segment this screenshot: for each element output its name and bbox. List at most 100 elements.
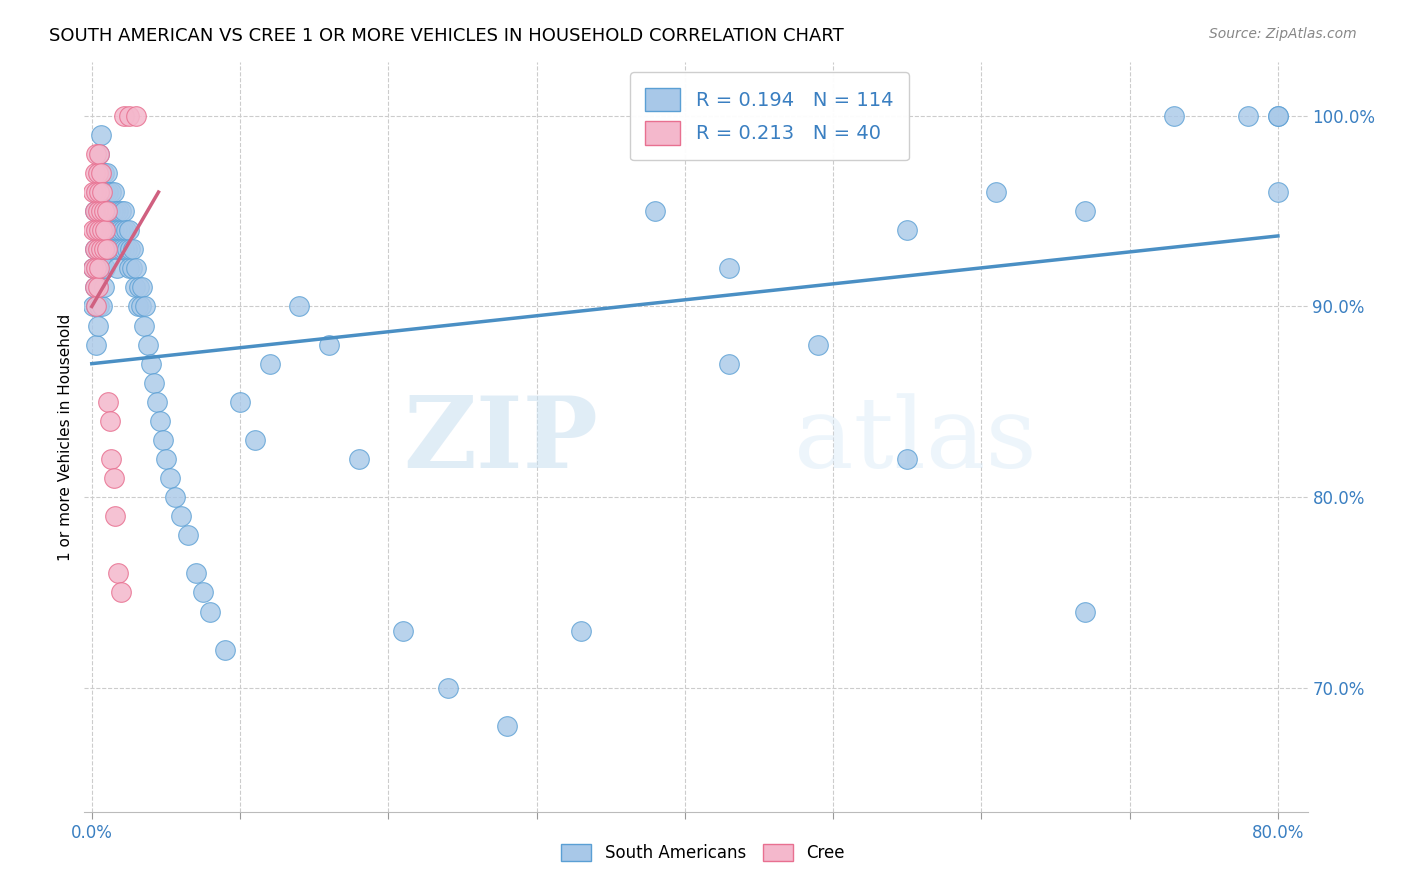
- Text: Source: ZipAtlas.com: Source: ZipAtlas.com: [1209, 27, 1357, 41]
- Point: [86, 204, 108, 219]
- Point: [94, 261, 117, 276]
- Point: [1074, 605, 1097, 619]
- Legend: South Americans, Cree: South Americans, Cree: [553, 836, 853, 871]
- Point: [82, 185, 104, 199]
- Point: [101, 204, 124, 219]
- Point: [104, 204, 127, 219]
- Point: [112, 109, 135, 123]
- Point: [110, 242, 132, 256]
- Point: [143, 376, 166, 390]
- Point: [89, 261, 111, 276]
- Point: [84, 147, 107, 161]
- Point: [90, 242, 112, 256]
- Point: [718, 357, 741, 371]
- Point: [1237, 109, 1260, 123]
- Point: [347, 452, 370, 467]
- Point: [84, 223, 107, 237]
- Point: [93, 166, 115, 180]
- Point: [84, 300, 107, 314]
- Point: [229, 394, 252, 409]
- Point: [103, 185, 125, 199]
- Point: [986, 185, 1008, 199]
- Point: [200, 605, 222, 619]
- Point: [93, 204, 115, 219]
- Point: [807, 337, 830, 351]
- Point: [96, 242, 118, 256]
- Point: [111, 223, 134, 237]
- Point: [112, 204, 135, 219]
- Legend: R = 0.194   N = 114, R = 0.213   N = 40: R = 0.194 N = 114, R = 0.213 N = 40: [630, 72, 908, 161]
- Point: [288, 300, 311, 314]
- Point: [93, 242, 115, 256]
- Point: [103, 471, 125, 485]
- Point: [91, 185, 114, 199]
- Point: [86, 280, 108, 294]
- Point: [97, 394, 120, 409]
- Point: [100, 452, 122, 467]
- Point: [90, 204, 112, 219]
- Point: [91, 223, 114, 237]
- Point: [91, 261, 114, 276]
- Point: [117, 242, 139, 256]
- Point: [91, 223, 114, 237]
- Point: [177, 528, 200, 542]
- Point: [121, 261, 143, 276]
- Point: [89, 261, 111, 276]
- Point: [184, 566, 207, 581]
- Point: [82, 300, 104, 314]
- Point: [127, 300, 149, 314]
- Point: [259, 357, 281, 371]
- Point: [134, 300, 156, 314]
- Point: [83, 242, 105, 256]
- Point: [120, 242, 142, 256]
- Point: [89, 147, 111, 161]
- Point: [90, 204, 112, 219]
- Point: [569, 624, 592, 638]
- Point: [1074, 204, 1097, 219]
- Text: atlas: atlas: [794, 393, 1036, 489]
- Point: [89, 147, 111, 161]
- Point: [191, 585, 214, 599]
- Point: [100, 223, 122, 237]
- Point: [496, 719, 519, 733]
- Point: [139, 357, 162, 371]
- Point: [86, 166, 108, 180]
- Point: [118, 261, 141, 276]
- Point: [84, 261, 107, 276]
- Point: [124, 280, 146, 294]
- Point: [89, 223, 111, 237]
- Point: [93, 242, 115, 256]
- Point: [136, 337, 159, 351]
- Point: [105, 223, 128, 237]
- Point: [83, 166, 105, 180]
- Point: [96, 204, 118, 219]
- Point: [90, 128, 112, 142]
- Point: [96, 242, 118, 256]
- Point: [84, 261, 107, 276]
- Point: [1267, 185, 1289, 199]
- Point: [110, 204, 132, 219]
- Point: [1163, 109, 1185, 123]
- Point: [97, 185, 120, 199]
- Point: [129, 300, 152, 314]
- Point: [91, 300, 114, 314]
- Point: [86, 242, 108, 256]
- Point: [90, 166, 112, 180]
- Point: [82, 223, 104, 237]
- Point: [318, 337, 340, 351]
- Point: [107, 242, 129, 256]
- Point: [90, 242, 112, 256]
- Point: [104, 509, 127, 524]
- Point: [112, 242, 135, 256]
- Point: [84, 185, 107, 199]
- Point: [214, 642, 236, 657]
- Point: [644, 204, 666, 219]
- Point: [107, 566, 129, 581]
- Point: [91, 185, 114, 199]
- Point: [98, 204, 121, 219]
- Point: [243, 433, 266, 447]
- Point: [1267, 109, 1289, 123]
- Point: [86, 318, 108, 333]
- Point: [163, 490, 186, 504]
- Point: [125, 261, 148, 276]
